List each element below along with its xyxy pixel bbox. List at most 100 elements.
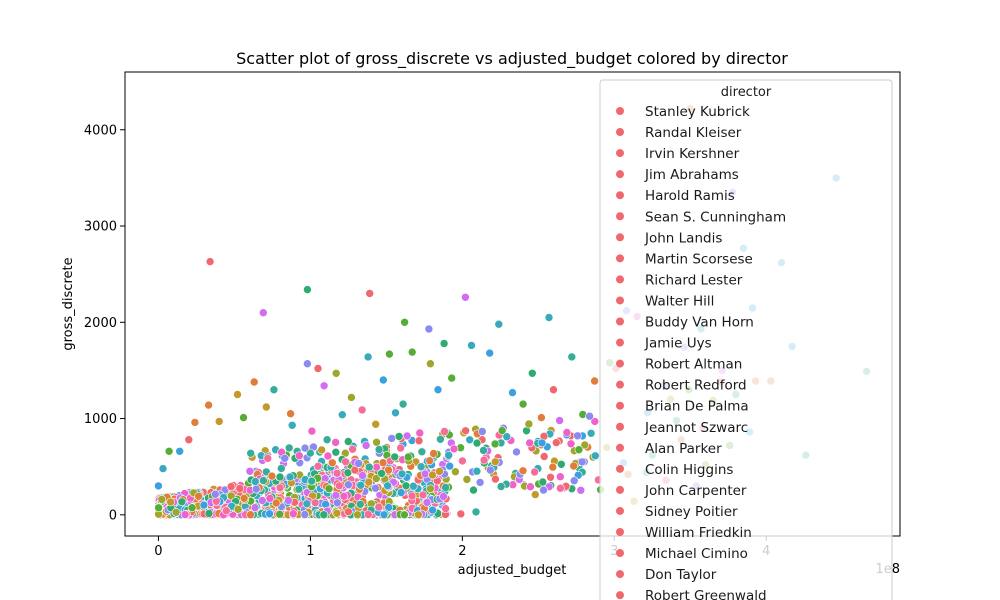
scatter-point: [204, 509, 214, 518]
scatter-point: [439, 492, 448, 501]
scatter-point: [590, 417, 600, 426]
scatter-point: [258, 308, 268, 318]
legend-entry: Jeannot Szwarc: [616, 420, 748, 436]
legend-entry: Robert Redford: [616, 378, 747, 394]
scatter-point: [363, 352, 373, 362]
scatter-point: [420, 469, 430, 479]
legend-entry: Stanley Kubrick: [616, 104, 750, 120]
scatter-point: [418, 490, 428, 500]
scatter-point: [339, 491, 349, 501]
scatter-point: [307, 426, 317, 436]
chart-title: Scatter plot of gross_discrete vs adjust…: [236, 49, 788, 69]
scatter-point: [371, 483, 380, 493]
legend-box: [599, 79, 893, 600]
legend-marker: [616, 212, 624, 221]
legend-marker: [616, 191, 624, 200]
scatter-point: [530, 490, 540, 499]
scatter-point: [539, 485, 548, 495]
scatter-point: [261, 402, 271, 412]
scatter-point: [363, 510, 373, 519]
legend-marker: [616, 170, 624, 179]
scatter-point: [233, 504, 243, 514]
scatter-point: [414, 436, 424, 446]
legend-label: Richard Lester: [645, 272, 743, 288]
scatter-point: [378, 458, 388, 468]
legend-entries: Stanley Kubrick Randal Kleiser Irvin Kersh…: [616, 104, 786, 600]
scatter-point: [538, 477, 548, 487]
legend-marker: [616, 443, 624, 452]
scatter-point: [287, 420, 297, 430]
scatter-point: [350, 465, 360, 475]
scatter-point: [322, 435, 332, 445]
scatter-point: [177, 497, 187, 507]
scatter-point: [331, 447, 341, 457]
scatter-point: [479, 455, 489, 465]
legend-label: Buddy Van Horn: [645, 315, 754, 331]
plot-frame: [124, 71, 901, 537]
scatter-point: [426, 484, 435, 494]
x-tick-label: 2: [458, 544, 466, 559]
scatter-point: [250, 503, 260, 512]
scatter-point: [462, 475, 472, 484]
legend-marker: [616, 107, 624, 115]
scatter-point: [157, 495, 167, 504]
legend-marker: [616, 485, 624, 494]
scatter-point: [233, 390, 242, 399]
scatter-point: [485, 465, 495, 475]
axes: [124, 71, 901, 537]
legend-marker: [616, 464, 624, 473]
scatter-point: [378, 375, 388, 385]
scatter-point: [302, 499, 312, 509]
legend-label: Alan Parker: [645, 441, 722, 457]
scatter-point: [408, 481, 418, 491]
scatter-point: [435, 467, 444, 476]
scatter-point: [269, 385, 279, 395]
scatter-point: [331, 491, 341, 500]
scatter-point: [417, 447, 427, 457]
scatter-point: [310, 498, 320, 508]
scatter-point: [472, 466, 482, 476]
scatter-point: [377, 469, 386, 478]
scatter-point: [428, 470, 437, 480]
scatter-point: [280, 453, 290, 463]
scatter-point: [294, 451, 304, 461]
scatter-point: [551, 438, 561, 447]
scatter-point: [461, 292, 470, 302]
legend-marker: [616, 506, 624, 515]
scatter-point: [249, 377, 259, 387]
legend-label: Colin Higgins: [645, 462, 733, 478]
scatter-point: [467, 341, 476, 350]
legend-label: Sidney Poitier: [645, 504, 738, 520]
scatter-point: [357, 405, 367, 415]
scatter-point: [361, 441, 371, 450]
scatter-point: [549, 385, 558, 395]
legend-marker: [616, 380, 624, 389]
scatter-point: [275, 483, 285, 493]
legend-label: John Carpenter: [644, 483, 747, 499]
legend-label: Robert Altman: [645, 357, 742, 373]
scatter-point: [573, 431, 582, 441]
scatter-point: [331, 368, 341, 378]
y-axis-ticks: 0 1000 2000 3000 4000: [84, 123, 125, 523]
scatter-point: [407, 347, 417, 357]
scatter-point: [164, 446, 174, 456]
scatter-point: [332, 508, 342, 518]
scatter-point: [422, 498, 432, 507]
legend-entry: Richard Lester: [616, 272, 743, 288]
x-tick-label: 0: [154, 544, 162, 559]
scatter-point: [239, 493, 249, 503]
scatter-point: [257, 496, 267, 505]
scatter-point: [485, 348, 495, 358]
legend-entry: John Carpenter: [616, 483, 747, 499]
scatter-point: [451, 467, 460, 477]
scatter-point: [364, 477, 374, 487]
scatter-point: [384, 503, 394, 512]
scatter-point: [337, 410, 347, 420]
scatter-point: [415, 428, 425, 438]
scatter-point: [397, 469, 407, 479]
legend-marker: [616, 528, 624, 536]
scatter-point: [394, 432, 404, 441]
scatter-point: [576, 485, 586, 495]
legend-label: Sean S. Cunningham: [645, 209, 786, 225]
